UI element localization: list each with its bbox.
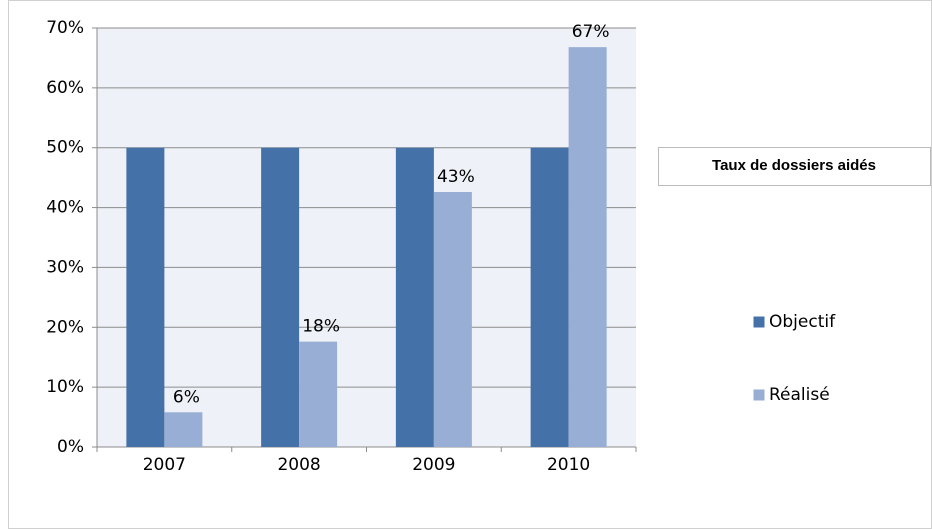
legend-label: Objectif: [769, 312, 836, 332]
x-tick-label: 2009: [412, 455, 455, 475]
y-tick-label: 40%: [46, 198, 84, 218]
data-label: 43%: [437, 167, 475, 187]
y-tick-label: 60%: [46, 78, 84, 98]
data-label: 67%: [572, 22, 610, 42]
bar: [433, 192, 472, 447]
bar: [530, 147, 569, 447]
bar: [261, 147, 300, 447]
data-label: 18%: [302, 317, 340, 337]
y-tick-label: 20%: [46, 317, 84, 337]
y-tick-label: 10%: [46, 377, 84, 397]
chart-title: Taux de dossiers aidés: [712, 157, 876, 174]
y-tick-label: 70%: [46, 18, 84, 38]
y-tick-label: 50%: [46, 138, 84, 158]
data-label: 6%: [173, 387, 200, 407]
x-tick-label: 2010: [547, 455, 590, 475]
bar: [568, 47, 607, 447]
x-tick-label: 2007: [143, 455, 186, 475]
bar: [164, 412, 203, 447]
legend-swatch: [752, 315, 766, 329]
y-tick-label: 30%: [46, 257, 84, 277]
y-tick-label: 0%: [57, 437, 84, 457]
legend-label: Réalisé: [769, 385, 830, 405]
legend-swatch: [752, 388, 766, 402]
bar: [299, 341, 338, 447]
bar: [126, 147, 165, 447]
bar: [395, 147, 434, 447]
title-box: [658, 147, 931, 186]
x-tick-label: 2008: [277, 455, 320, 475]
